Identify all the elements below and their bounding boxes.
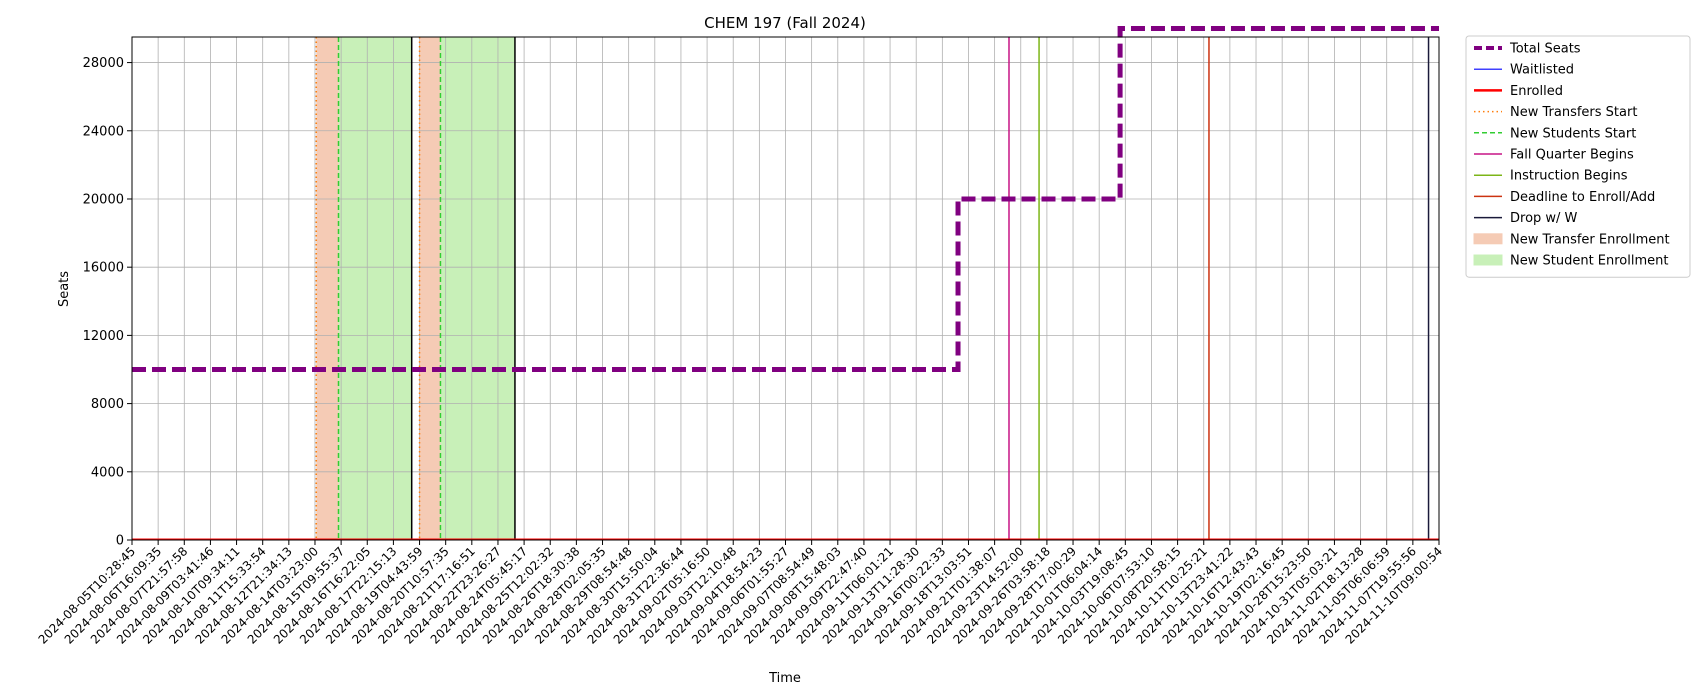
y-tick-label: 28000 xyxy=(83,56,124,71)
y-tick-label: 4000 xyxy=(91,465,124,480)
plot-area: 04000800012000160002000024000280002024-0… xyxy=(36,25,1445,647)
legend-swatch xyxy=(1473,254,1503,266)
legend-label: Waitlisted xyxy=(1510,63,1574,78)
legend-label: New Students Start xyxy=(1510,126,1636,141)
y-tick-label: 0 xyxy=(116,534,124,549)
legend-label: Total Seats xyxy=(1509,42,1581,57)
legend-label: Deadline to Enroll/Add xyxy=(1510,190,1655,205)
legend-swatch xyxy=(1473,233,1503,245)
legend: Total Seats Waitlisted Enrolled New Transfe… xyxy=(1465,35,1691,278)
series-line-total-seats xyxy=(132,25,1439,372)
shaded-region xyxy=(419,37,441,540)
y-axis-label: Seats xyxy=(57,271,72,307)
shaded-region xyxy=(316,37,339,540)
legend-label: New Transfers Start xyxy=(1510,105,1637,120)
shaded-region xyxy=(440,37,515,540)
legend-label: Enrolled xyxy=(1510,84,1563,99)
legend-label: Instruction Begins xyxy=(1510,169,1628,184)
y-tick-label: 16000 xyxy=(83,261,124,276)
shaded-region xyxy=(338,37,412,540)
x-axis-label: Time xyxy=(768,671,801,686)
chart-title: CHEM 197 (Fall 2024) xyxy=(704,14,866,32)
legend-frame xyxy=(1465,35,1691,278)
legend-label: Fall Quarter Begins xyxy=(1510,148,1634,163)
y-tick-label: 12000 xyxy=(83,329,124,344)
legend-label: New Student Enrollment xyxy=(1510,254,1668,269)
y-tick-label: 8000 xyxy=(91,397,124,412)
y-tick-label: 20000 xyxy=(83,192,124,207)
legend-label: Drop w/ W xyxy=(1510,211,1578,226)
legend-label: New Transfer Enrollment xyxy=(1510,232,1670,247)
y-tick-label: 24000 xyxy=(83,124,124,139)
